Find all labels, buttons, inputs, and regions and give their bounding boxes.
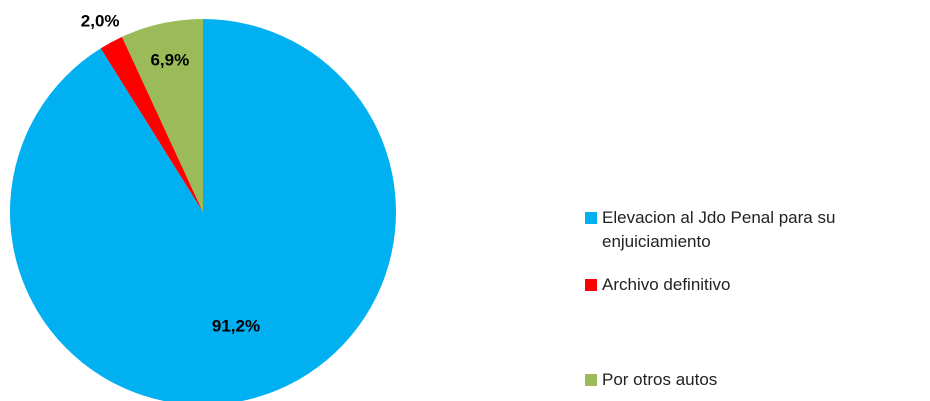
legend-label: Elevacion al Jdo Penal para su enjuiciam…	[602, 208, 836, 251]
pie-area: 91,2% 2,0% 6,9%	[10, 11, 396, 401]
legend-label: Archivo definitivo	[602, 275, 731, 294]
pie-slice	[121, 19, 203, 212]
pie-slice	[10, 19, 396, 401]
legend-label: Por otros autos	[602, 370, 718, 389]
pie-slice	[100, 36, 203, 213]
legend-item: Archivo definitivo	[585, 273, 927, 297]
legend-item: Elevacion al Jdo Penal para su enjuiciam…	[585, 206, 927, 254]
data-label: 91,2%	[212, 317, 260, 336]
legend-swatch	[585, 279, 597, 291]
data-label: 2,0%	[81, 11, 120, 30]
data-label: 6,9%	[150, 51, 189, 70]
legend-swatch	[585, 212, 597, 224]
legend-item: Por otros autos	[585, 368, 927, 392]
legend: Elevacion al Jdo Penal para su enjuiciam…	[585, 0, 930, 401]
legend-swatch	[585, 374, 597, 386]
